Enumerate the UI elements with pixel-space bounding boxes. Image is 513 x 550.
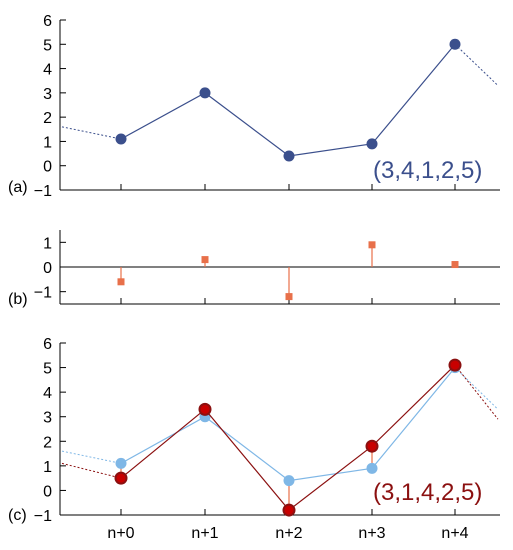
panel-c-plot — [61, 358, 499, 517]
panel-c-light-series-line — [120, 367, 456, 482]
panel-a-ytick-label: 1 — [43, 134, 52, 151]
panel-c-ytick-label: 3 — [43, 410, 52, 427]
panel-a-ytick-label: 5 — [43, 37, 52, 54]
panel-c-xtick-label: n+4 — [441, 525, 468, 542]
panel-c-ytick-label: −1 — [34, 508, 52, 525]
panel-c-light-extrapolation-right — [454, 367, 499, 410]
panel-b-marker — [201, 256, 209, 264]
panel-b-marker — [117, 278, 125, 286]
panel-b-marker — [285, 293, 293, 301]
panel-c-ytick-label: 5 — [43, 361, 52, 378]
panel-c-xtick-label: n+1 — [191, 525, 218, 542]
panel-a-ytick-label: 0 — [43, 159, 52, 176]
panel-c-dark-point — [282, 503, 296, 517]
panel-a-ytick-label: 6 — [43, 13, 52, 30]
panel-b-marker — [451, 261, 459, 269]
panel-a-series-line — [120, 43, 456, 157]
panel-b: (b) −1 0 1 — [8, 230, 500, 308]
panel-c-ytick-label: 1 — [43, 459, 52, 476]
panel-b-ytick-label: 0 — [43, 260, 52, 277]
panel-c-light-point — [283, 475, 295, 487]
panel-c-dark-point — [198, 402, 212, 416]
panel-a-ytick-label: 4 — [43, 62, 52, 79]
panel-a-ytick-label: 2 — [43, 110, 52, 127]
panel-a-annotation: (3,4,1,2,5) — [373, 157, 482, 184]
panel-c-yticks: −1 0 1 2 3 4 5 6 — [34, 336, 66, 525]
panel-a-point — [199, 87, 211, 99]
panel-a-point — [283, 150, 295, 162]
panel-c-ytick-label: 6 — [43, 336, 52, 353]
panel-b-label: (b) — [8, 291, 28, 308]
panel-c-dark-point — [114, 471, 128, 485]
panel-a-point — [115, 133, 127, 145]
panel-c-ytick-label: 0 — [43, 483, 52, 500]
panel-c-dark-point — [365, 439, 379, 453]
panel-c-dark-extrapolation-left — [61, 462, 122, 479]
panel-c-dark-extrapolation-right — [454, 364, 499, 420]
panel-b-ytick-label: 1 — [43, 235, 52, 252]
panel-b-marker — [368, 241, 376, 249]
panel-c-xtick-label: n+0 — [107, 525, 134, 542]
panel-b-ytick-label: −1 — [34, 285, 52, 302]
panel-a-extrapolation-left — [61, 126, 122, 140]
panel-c-xticks: n+0 n+1 n+2 n+3 n+4 — [107, 509, 469, 542]
panel-a-yticks: −1 0 1 2 3 4 5 6 — [34, 13, 66, 200]
panel-a-point — [449, 38, 461, 50]
panel-c-ytick-label: 2 — [43, 434, 52, 451]
panel-c-annotation: (3,1,4,2,5) — [373, 479, 482, 506]
panel-a: (a) −1 0 1 2 3 4 5 6 (3,4,1,2,5) — [8, 13, 500, 200]
panel-c-label: (c) — [8, 507, 27, 524]
panel-b-plot — [60, 241, 500, 301]
panel-a-xticks — [120, 184, 456, 190]
panel-a-ytick-label: 3 — [43, 86, 52, 103]
panel-c-light-extrapolation-left — [61, 450, 122, 464]
panel-c-light-point — [366, 462, 378, 474]
panel-c-light-point — [115, 457, 127, 469]
panel-a-extrapolation-right — [454, 43, 499, 86]
panel-b-yticks: −1 0 1 — [34, 235, 66, 302]
panel-c-dark-point — [448, 358, 462, 372]
panel-c-xtick-label: n+2 — [275, 525, 302, 542]
panel-a-ytick-label: −1 — [34, 183, 52, 200]
panel-c-ytick-label: 4 — [43, 385, 52, 402]
panel-c: (c) −1 0 1 2 3 4 5 6 n+0 n+1 n+2 n+3 n+4 (3,1,4,2,5… — [8, 336, 500, 542]
panel-a-plot — [61, 38, 499, 162]
panel-a-label: (a) — [8, 179, 28, 196]
panel-c-xtick-label: n+3 — [358, 525, 385, 542]
panel-a-point — [366, 138, 378, 150]
